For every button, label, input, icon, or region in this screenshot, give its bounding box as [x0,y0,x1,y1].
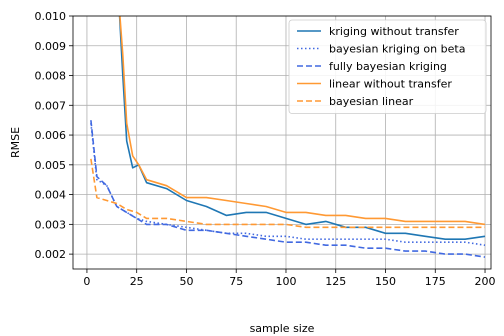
series-line-0 [118,16,486,240]
x-tick-label: 0 [83,275,90,288]
y-axis-label: RMSE [9,127,22,158]
legend-box [288,19,487,114]
y-tick-label: 0.004 [35,189,67,202]
y-tick-label: 0.008 [35,70,67,83]
legend-label-4: bayesian linear [329,95,414,108]
x-tick-label: 50 [179,275,193,288]
y-tick-label: 0.002 [35,248,67,261]
y-tick-label: 0.003 [35,218,67,231]
x-tick-label: 75 [229,275,243,288]
x-tick-label: 200 [475,275,496,288]
x-tick-label: 25 [130,275,144,288]
y-tick-label: 0.009 [35,40,67,53]
y-tick-label: 0.010 [35,10,67,23]
series-line-2 [90,120,486,258]
legend-label-2: fully bayesian kriging [329,60,447,73]
x-axis-label: sample size [250,322,315,335]
plot-frame [72,15,492,270]
series-line-3 [119,16,486,226]
y-tick-label: 0.006 [35,129,67,142]
series-line-4 [90,158,485,229]
y-tick-label: 0.007 [35,99,67,112]
series-group [90,16,486,258]
legend: kriging without transfer bayesian kriging… [288,19,487,114]
legend-label-0: kriging without transfer [329,25,459,38]
x-axis: 0 25 50 75 100 125 150 175 200 [83,269,496,288]
x-tick-label: 100 [275,275,296,288]
y-axis: 0.002 0.003 0.004 0.005 0.006 0.007 0.008 0.009… [35,10,73,261]
x-tick-label: 150 [375,275,396,288]
legend-label-1: bayesian kriging on beta [329,43,465,56]
x-tick-label: 175 [425,275,446,288]
legend-label-3: linear without transfer [329,78,452,91]
y-tick-label: 0.005 [35,159,67,172]
x-tick-label: 125 [325,275,346,288]
